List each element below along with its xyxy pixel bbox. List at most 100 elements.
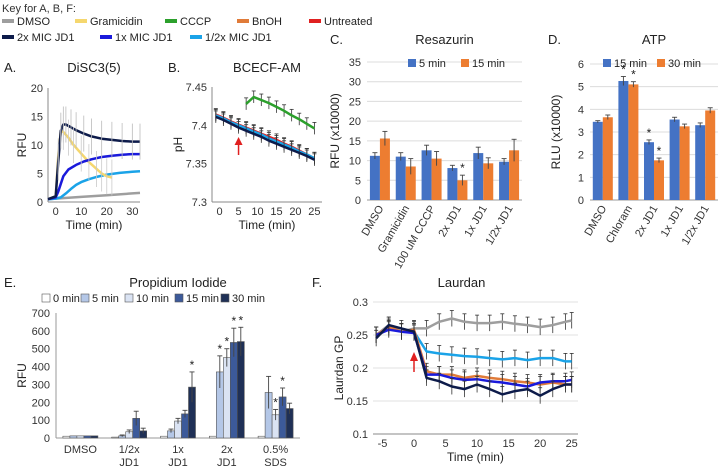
panel-label: C. bbox=[330, 32, 343, 47]
x-tick-label: 0 bbox=[53, 206, 59, 218]
series-line bbox=[47, 169, 141, 201]
significance-star: * bbox=[657, 144, 662, 158]
panel-label: F. bbox=[312, 275, 322, 290]
legend-swatch bbox=[124, 293, 134, 303]
significance-star: * bbox=[238, 313, 243, 327]
x-tick-label: 20 bbox=[289, 206, 301, 218]
bar bbox=[83, 435, 92, 439]
significance-star: * bbox=[280, 374, 285, 388]
bar bbox=[602, 117, 613, 200]
x-tick-label: 10 bbox=[471, 438, 483, 450]
x-tick-label: 20 bbox=[101, 206, 113, 218]
series-line bbox=[375, 323, 572, 397]
key-label: 2x MIC JD1 bbox=[17, 32, 74, 44]
bar bbox=[369, 155, 380, 200]
y-axis-label: RLU (x10000) bbox=[549, 95, 563, 170]
x-tick-label: JD1 bbox=[168, 457, 188, 469]
series-1-2x-mic-jd1 bbox=[374, 319, 574, 370]
y-tick-label: 5 bbox=[37, 169, 43, 181]
bar bbox=[618, 81, 629, 200]
key: Key for A, B, F: DMSO Gramicidin CCCP BnOH U… bbox=[2, 3, 372, 44]
bar bbox=[111, 436, 119, 439]
bar bbox=[379, 138, 390, 200]
series-line bbox=[47, 152, 140, 201]
bar bbox=[160, 435, 168, 439]
y-tick-label: 20 bbox=[349, 116, 361, 128]
y-tick-label: 35 bbox=[349, 57, 361, 69]
y-tick-label: 0.2 bbox=[353, 363, 368, 375]
chart-f: -5 0 5 10 15 20 25 0.1 0.15 0.2 0.25 0.3 Time (min) L… bbox=[312, 275, 578, 464]
series-1-2x-mic-jd1 bbox=[47, 169, 141, 201]
bar bbox=[483, 163, 494, 200]
key-label: BnOH bbox=[252, 16, 282, 28]
bar bbox=[209, 435, 217, 439]
bar bbox=[592, 121, 603, 200]
x-tick-label: 30 bbox=[126, 206, 138, 218]
x-tick-label: 2x JD1 bbox=[633, 204, 661, 240]
y-tick-label: 10 bbox=[31, 140, 43, 152]
x-tick-label: 1x JD1 bbox=[462, 204, 490, 240]
x-tick-label: -5 bbox=[378, 438, 388, 450]
bar bbox=[69, 435, 78, 439]
x-tick-label: 1x bbox=[172, 444, 184, 456]
x-tick-label: 2x bbox=[221, 444, 233, 456]
y-tick-label: 7.45 bbox=[186, 82, 207, 94]
key-label: Gramicidin bbox=[90, 16, 143, 28]
event-arrow-head bbox=[234, 137, 243, 145]
x-tick-label: 0.5% bbox=[263, 444, 288, 456]
y-tick-label: 20 bbox=[31, 83, 43, 95]
legend-swatch bbox=[603, 59, 611, 67]
significance-star: * bbox=[621, 62, 626, 76]
event-arrow-head bbox=[410, 352, 418, 361]
significance-star: * bbox=[647, 126, 652, 140]
legend-label: 30 min bbox=[668, 58, 701, 70]
legend-label: 15 min bbox=[614, 58, 647, 70]
bar bbox=[654, 160, 664, 200]
y-tick-label: 0.1 bbox=[353, 429, 368, 441]
x-tick-label: 5 bbox=[235, 206, 241, 218]
chart-title: BCECF-AM bbox=[233, 60, 301, 75]
bar bbox=[499, 161, 510, 200]
bar bbox=[679, 126, 690, 200]
bar bbox=[62, 435, 71, 439]
legend-swatch bbox=[80, 293, 90, 303]
x-tick-label: 1x JD1 bbox=[659, 204, 687, 240]
y-tick-label: 30 bbox=[349, 77, 361, 89]
y-axis-label: pH bbox=[171, 137, 185, 152]
bar bbox=[473, 153, 484, 200]
legend-swatch bbox=[41, 293, 51, 303]
x-axis-label: Time (min) bbox=[239, 218, 296, 232]
y-tick-label: 0.15 bbox=[347, 396, 368, 408]
legend-label: 15 min bbox=[186, 293, 219, 305]
significance-star: * bbox=[224, 335, 229, 349]
significance-star: * bbox=[231, 314, 236, 328]
x-tick-label: 15 bbox=[270, 206, 282, 218]
x-tick-label: 10 bbox=[251, 206, 263, 218]
x-tick-label: SDS bbox=[264, 457, 287, 469]
y-tick-label: 4 bbox=[578, 104, 584, 116]
chart-title: ATP bbox=[642, 32, 666, 47]
panel-label: E. bbox=[4, 275, 16, 290]
chart-title: Propidium Iodide bbox=[129, 275, 227, 290]
bar bbox=[509, 150, 520, 200]
y-tick-label: 600 bbox=[32, 326, 50, 338]
chart-title: DiSC3(5) bbox=[67, 60, 120, 75]
key-label: Untreated bbox=[324, 16, 372, 28]
x-tick-label: 5 bbox=[442, 438, 448, 450]
bar bbox=[230, 342, 238, 439]
series-2x-mic-jd1 bbox=[213, 110, 317, 166]
x-tick-label: 25 bbox=[566, 438, 578, 450]
series-line bbox=[245, 95, 316, 130]
bar bbox=[405, 166, 416, 200]
y-tick-label: 100 bbox=[32, 415, 50, 427]
legend-label: 15 min bbox=[472, 58, 505, 70]
chart-b: 0 5 10 15 20 25 7.3 7.35 7.4 7.45 Time (min) pH B. BC… bbox=[168, 60, 322, 232]
x-axis-label: Time (min) bbox=[66, 218, 123, 232]
y-tick-label: 0 bbox=[355, 195, 361, 207]
chart-title: Laurdan bbox=[438, 275, 486, 290]
significance-star: * bbox=[273, 395, 278, 409]
y-tick-label: 200 bbox=[32, 397, 50, 409]
legend-label: 30 min bbox=[232, 293, 265, 305]
